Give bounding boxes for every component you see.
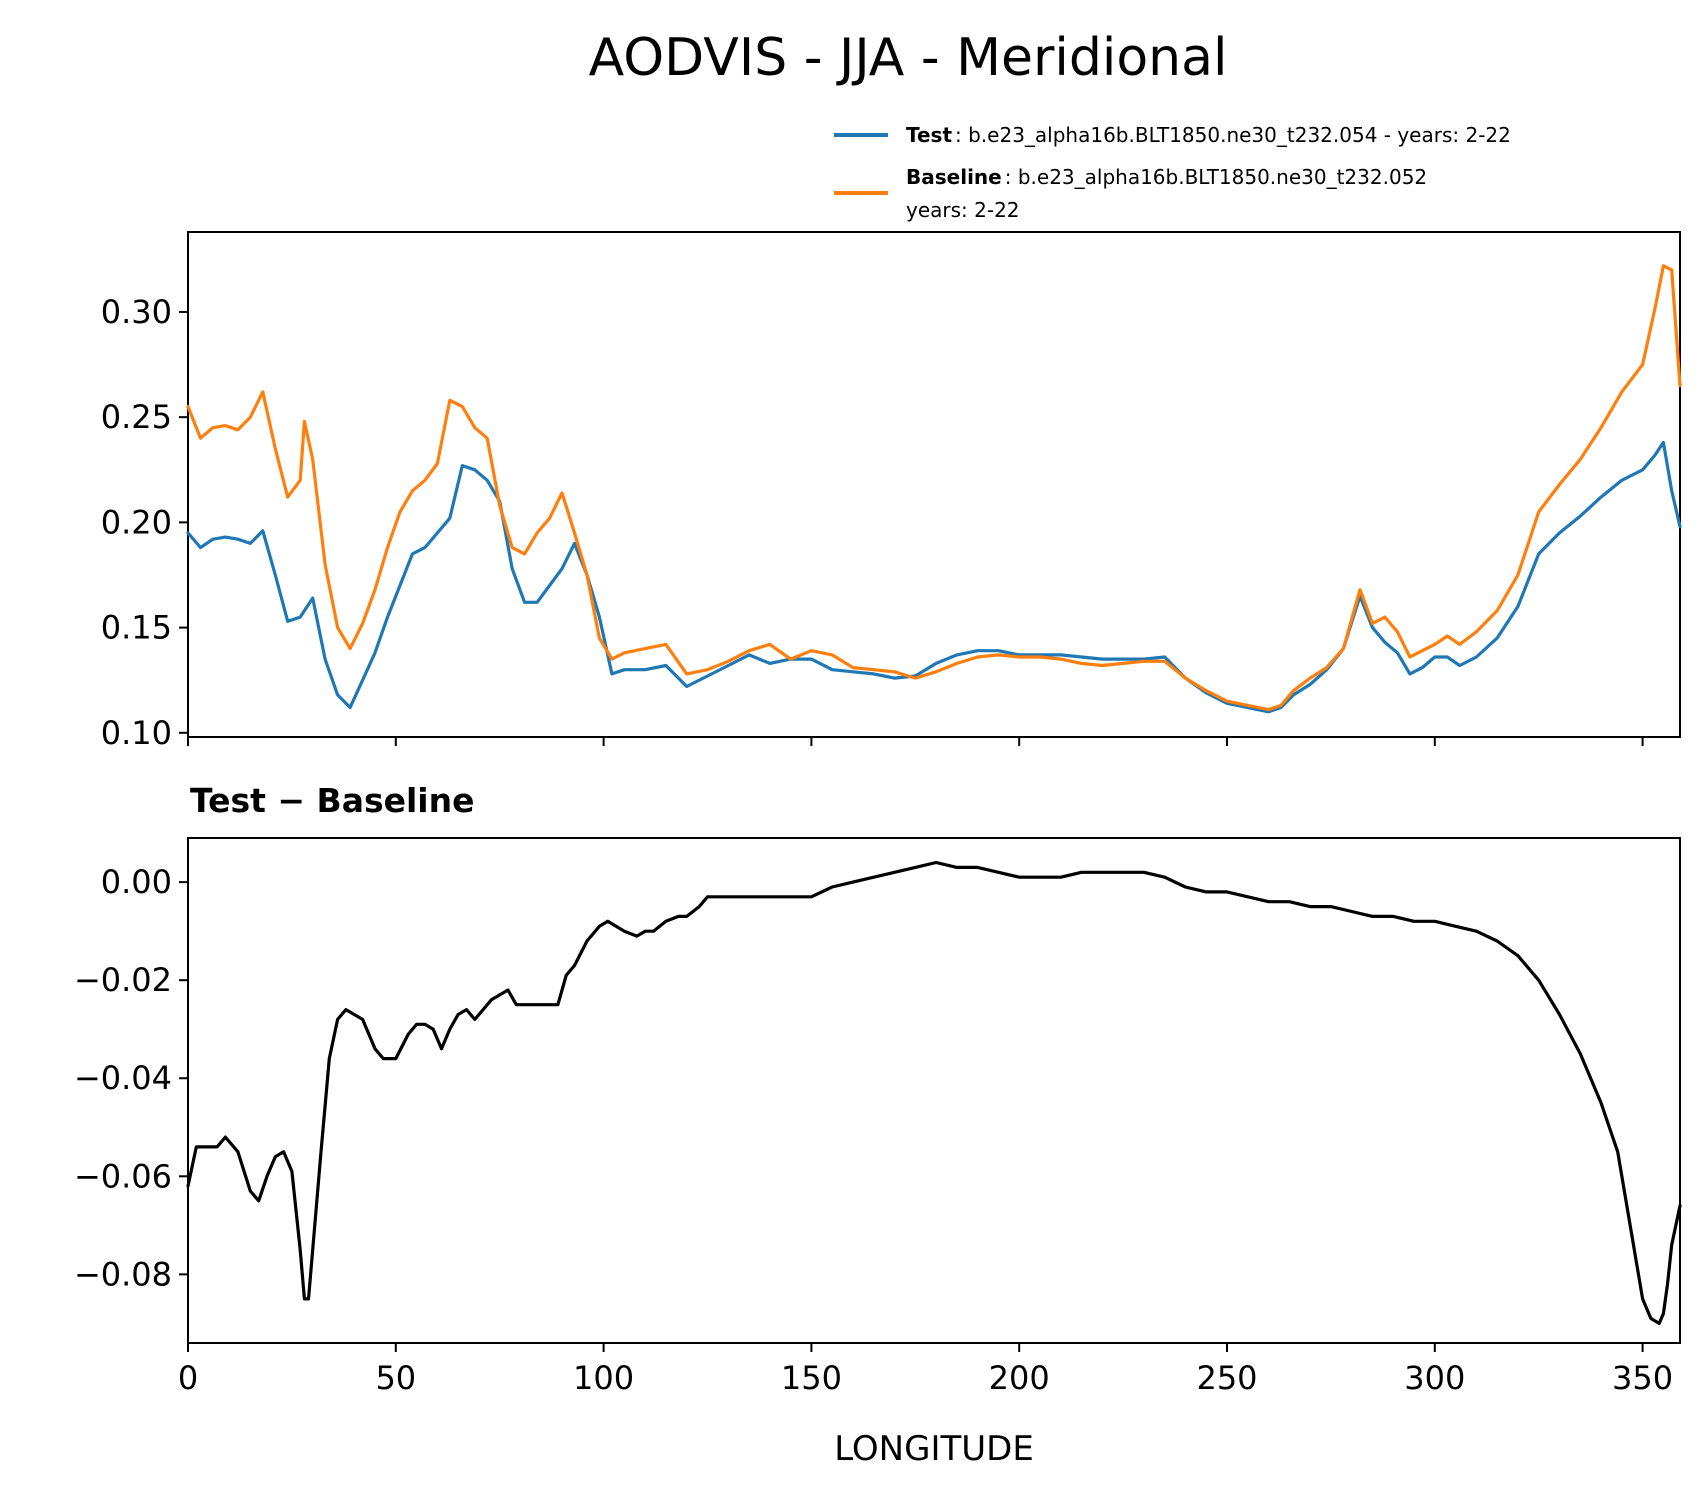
bottom-y-tick-label: −0.06 [74,1157,172,1195]
x-tick-label: 300 [1404,1359,1465,1397]
top-y-tick-label: 0.15 [101,609,172,647]
bottom-y-tick-label: −0.08 [74,1255,172,1293]
bottom-y-axis: 0.00 −0.02 −0.04 −0.06 −0.08 [74,863,188,1293]
x-tick-label: 100 [573,1359,634,1397]
figure-title: AODVIS - JJA - Meridional [589,28,1228,88]
top-series-test [186,440,1682,714]
bottom-y-tick-label: −0.02 [74,961,172,999]
top-series-baseline [186,264,1682,712]
bottom-x-axis: 0 50 100 150 200 250 300 350 [178,1343,1673,1397]
x-tick-label: 50 [375,1359,416,1397]
x-tick-label: 250 [1196,1359,1257,1397]
difference-subtitle: Test − Baseline [190,781,475,820]
top-y-axis: 0.10 0.15 0.20 0.25 0.30 [101,293,188,752]
bottom-panel: Test − Baseline 0.00 −0.02 −0.04 −0.06 −0.08… [74,781,1682,1469]
top-series-group [186,264,1682,714]
bottom-y-tick-label: −0.04 [74,1059,172,1097]
top-y-tick-label: 0.20 [101,503,172,541]
legend-label-test-name: Test: b.e23_alpha16b.BLT1850.ne30_t232.0… [906,123,1511,147]
x-tick-label: 200 [989,1359,1050,1397]
legend-label-baseline-name: Baseline: b.e23_alpha16b.BLT1850.ne30_t2… [906,165,1427,189]
top-panel: 0.10 0.15 0.20 0.25 0.30 [101,231,1682,752]
top-y-tick-label: 0.10 [101,714,172,752]
top-y-tick-label: 0.30 [101,293,172,331]
top-plot-frame [187,231,1681,738]
top-x-axis [187,737,1644,746]
x-tick-label: 150 [781,1359,842,1397]
x-tick-label: 0 [178,1359,198,1397]
top-y-tick-label: 0.25 [101,398,172,436]
bottom-plot-frame [187,837,1681,1344]
legend: Test: b.e23_alpha16b.BLT1850.ne30_t232.0… [834,123,1511,222]
x-tick-label: 350 [1612,1359,1673,1397]
bottom-y-tick-label: 0.00 [101,863,172,901]
x-axis-label: LONGITUDE [834,1429,1034,1469]
legend-label-baseline-years: years: 2-22 [906,198,1020,222]
bottom-series-test-baseline [186,860,1682,1326]
bottom-series-group [186,860,1682,1326]
